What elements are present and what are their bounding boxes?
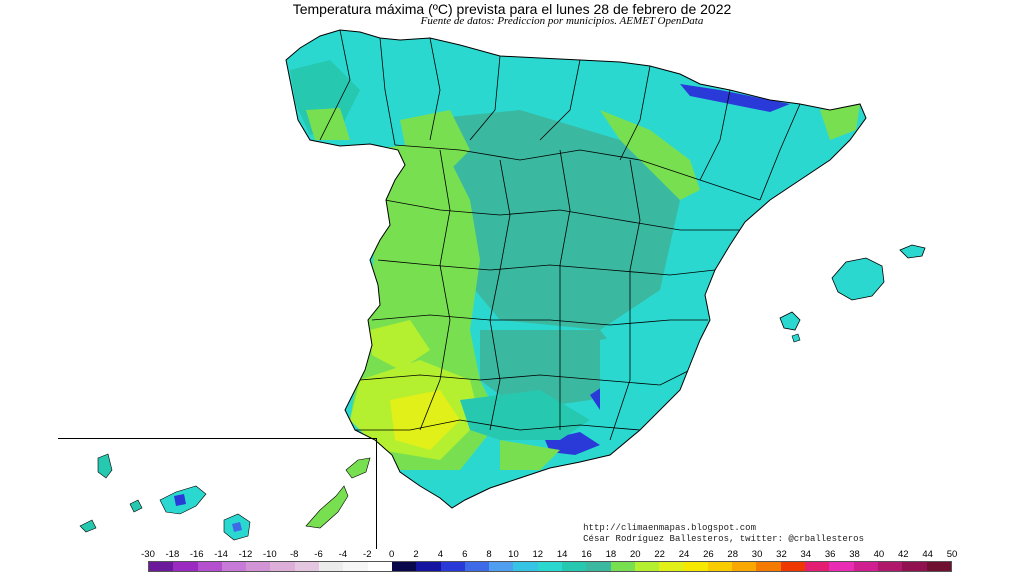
scale-label: 8 (486, 549, 492, 560)
scale-swatch (221, 562, 247, 571)
scale-swatch (343, 562, 368, 571)
scale-label: 44 (922, 549, 933, 560)
color-scale-bar (148, 561, 952, 572)
scale-swatch (270, 562, 295, 571)
scale-swatch (537, 562, 563, 571)
canary-inset-frame (58, 438, 377, 549)
scale-swatch (416, 562, 441, 571)
scale-label: -4 (338, 549, 348, 560)
scale-swatch (319, 562, 344, 571)
scale-label: 38 (849, 549, 860, 560)
scale-label: 32 (776, 549, 787, 560)
scale-swatch (440, 562, 465, 571)
scale-label: 50 (946, 549, 958, 560)
scale-swatch (246, 562, 271, 571)
scale-label: 14 (556, 549, 568, 560)
scale-label: -14 (214, 549, 228, 560)
scale-swatch (683, 562, 708, 571)
scale-label: 28 (727, 549, 739, 560)
scale-swatch (659, 562, 684, 571)
scale-label: 36 (824, 549, 836, 560)
scale-swatch (926, 562, 951, 571)
canary-islands (79, 453, 371, 541)
scale-swatch (464, 562, 490, 571)
credits: http://climaenmapas.blogspot.com César R… (583, 523, 864, 545)
scale-swatch (562, 562, 587, 571)
scale-label: -10 (262, 549, 277, 560)
map-title: Temperatura máxima (ºC) prevista para el… (292, 1, 732, 17)
scale-label: -6 (314, 549, 323, 560)
scale-label: 22 (654, 549, 665, 560)
mainland-spain (285, 29, 867, 509)
scale-swatch (513, 562, 538, 571)
scale-swatch (780, 562, 806, 571)
scale-swatch (489, 562, 514, 571)
scale-label: 40 (873, 549, 885, 560)
scale-label: 30 (751, 549, 763, 560)
scale-swatch (149, 562, 174, 571)
scale-label: 42 (897, 549, 909, 560)
scale-label: 0 (388, 549, 395, 560)
scale-label: -12 (238, 549, 253, 560)
scale-swatch (197, 562, 222, 571)
scale-label: -30 (141, 549, 155, 560)
scale-swatch (391, 562, 417, 571)
scale-label: 24 (678, 549, 690, 560)
scale-label: -8 (289, 549, 299, 560)
scale-swatch (173, 562, 198, 571)
scale-swatch (805, 562, 830, 571)
scale-swatch (853, 562, 878, 571)
scale-swatch (829, 562, 854, 571)
scale-label: 16 (581, 549, 592, 560)
scale-label: 2 (413, 549, 419, 560)
color-scale-labels: -30 -18 -16 -14 -12 -10 -8 -6 -4 -2 0 2 4 6 8 10 12 14 16 1… (130, 549, 970, 561)
scale-label: 20 (629, 549, 641, 560)
scale-swatch (902, 562, 927, 571)
scale-label: -18 (165, 549, 180, 560)
scale-label: 12 (532, 549, 544, 560)
scale-swatch (367, 562, 392, 571)
scale-label: 34 (800, 549, 812, 560)
scale-label: -16 (189, 549, 204, 560)
credits-url[interactable]: http://climaenmapas.blogspot.com (583, 523, 756, 533)
scale-swatch (877, 562, 903, 571)
scale-label: 26 (703, 549, 714, 560)
scale-label: -2 (363, 549, 372, 560)
scale-label: 10 (508, 549, 519, 560)
scale-label: 4 (437, 549, 444, 560)
scale-swatch (707, 562, 733, 571)
scale-swatch (586, 562, 611, 571)
scale-label: 18 (605, 549, 617, 560)
scale-swatch (610, 562, 635, 571)
scale-label: 6 (462, 549, 468, 560)
scale-swatch (634, 562, 660, 571)
credits-author: César Rodríguez Ballesteros, twitter: @c… (583, 534, 864, 544)
scale-swatch (756, 562, 781, 571)
map-subtitle: Fuente de datos: Prediccion por municipi… (420, 15, 704, 27)
scale-swatch (732, 562, 757, 571)
scale-swatch (294, 562, 320, 571)
balearic-islands (779, 244, 926, 343)
